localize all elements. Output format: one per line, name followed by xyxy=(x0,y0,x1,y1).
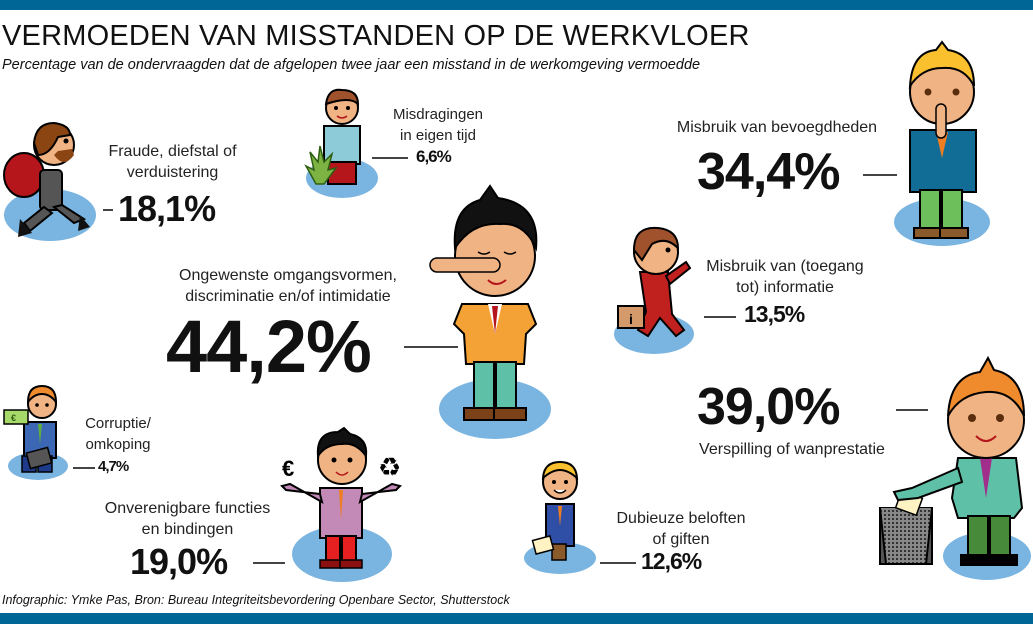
label-line: discriminatie en/of intimidatie xyxy=(185,288,391,305)
value-corruptie: 4,7% xyxy=(98,458,129,475)
secretive-person-icon xyxy=(892,40,998,246)
value-bevoegdheden: 34,4% xyxy=(697,143,840,201)
connector-line xyxy=(896,409,928,411)
value-beloften: 12,6% xyxy=(641,548,702,574)
label-misdragingen: Misdragingen in eigen tijd xyxy=(378,104,498,146)
long-nose-person-icon xyxy=(400,184,551,444)
label-line: Fraude, diefstal of xyxy=(108,143,237,160)
recycle-icon: ♻ xyxy=(378,452,401,482)
connector-line xyxy=(253,562,285,564)
svg-text:i: i xyxy=(629,311,633,327)
bottom-brand-bar xyxy=(0,613,1033,624)
source-credit: Infographic: Ymke Pas, Bron: Bureau Inte… xyxy=(2,593,510,607)
label-line: Misdragingen xyxy=(392,106,484,123)
connector-line xyxy=(704,316,736,318)
label-omgangsvormen: Ongewenste omgangsvormen, discriminatie … xyxy=(168,265,408,307)
label-line: Verspilling of wanprestatie xyxy=(699,441,885,458)
cannabis-leaf-person-icon xyxy=(300,86,380,198)
label-corruptie: Corruptie/ omkoping xyxy=(78,413,158,455)
label-line: Corruptie/ xyxy=(85,415,151,432)
connector-line xyxy=(372,157,408,159)
connector-line xyxy=(404,346,458,348)
euro-icon: € xyxy=(282,456,294,481)
connector-line xyxy=(600,562,636,564)
svg-text:€: € xyxy=(11,413,16,423)
value-fraude: 18,1% xyxy=(118,188,216,229)
label-line: omkoping xyxy=(85,436,151,453)
label-line: in eigen tijd xyxy=(400,127,476,144)
label-functies: Onverenigbare functies en bindingen xyxy=(100,498,275,540)
value-verspilling: 39,0% xyxy=(697,378,840,436)
connector-line xyxy=(863,174,897,176)
label-bevoegdheden: Misbruik van bevoegdheden xyxy=(672,117,882,138)
connector-line xyxy=(73,467,95,469)
label-verspilling: Verspilling of wanprestatie xyxy=(692,439,892,460)
label-line: verduistering xyxy=(126,164,219,181)
page-subtitle: Percentage van de ondervraagden dat de a… xyxy=(2,57,701,73)
value-functies: 19,0% xyxy=(130,541,228,582)
label-beloften: Dubieuze beloften of giften xyxy=(606,508,756,550)
label-line: tot) informatie xyxy=(736,279,834,296)
label-line: Ongewenste omgangsvormen, xyxy=(179,267,397,284)
label-line: Misbruik van bevoegdheden xyxy=(676,119,878,136)
wastebasket-person-icon xyxy=(872,355,1032,588)
label-fraude: Fraude, diefstal of verduistering xyxy=(100,141,245,183)
page-title: VERMOEDEN VAN MISSTANDEN OP DE WERKVLOER xyxy=(2,20,750,52)
value-misdragingen: 6,6% xyxy=(416,147,452,166)
value-omgangsvormen: 44,2% xyxy=(166,305,372,388)
gift-envelope-person-icon xyxy=(512,458,602,578)
briefcase-runner-icon: i xyxy=(612,222,697,357)
label-line: Onverenigbare functies xyxy=(104,500,271,517)
bribe-money-icon: € xyxy=(3,380,72,480)
label-informatie: Misbruik van (toegang tot) informatie xyxy=(695,256,875,298)
running-thief-icon xyxy=(2,115,102,245)
label-line: of giften xyxy=(652,531,710,548)
label-line: Misbruik van (toegang xyxy=(706,258,864,275)
euro-recycle-person-icon: € ♻ xyxy=(280,426,410,588)
label-line: Dubieuze beloften xyxy=(616,510,746,527)
label-line: en bindingen xyxy=(141,521,234,538)
top-brand-bar xyxy=(0,0,1033,10)
connector-line xyxy=(103,209,113,211)
value-informatie: 13,5% xyxy=(744,301,805,327)
